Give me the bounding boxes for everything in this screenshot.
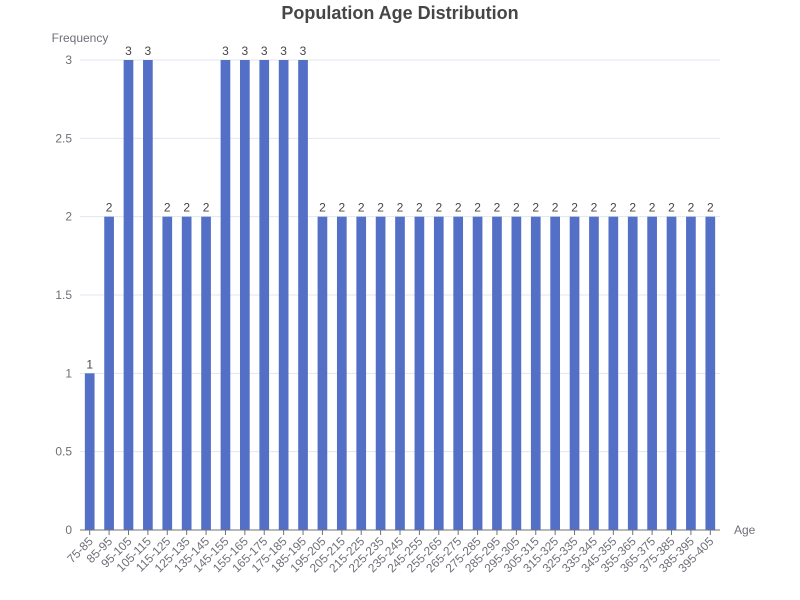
bar [143, 60, 153, 530]
data-label: 2 [610, 201, 617, 215]
data-label: 3 [300, 44, 307, 58]
bar [686, 216, 696, 530]
bar [336, 216, 347, 530]
bar [162, 216, 173, 530]
data-label: 3 [280, 44, 287, 58]
data-label: 2 [397, 201, 404, 215]
x-axis-label: Age [734, 523, 756, 537]
data-label: 2 [106, 201, 113, 215]
bar [492, 216, 502, 530]
bar [705, 216, 716, 530]
bars [84, 60, 716, 530]
y-tick-label: 1 [65, 366, 72, 380]
data-label: 2 [688, 201, 695, 215]
data-label: 2 [629, 201, 636, 215]
y-tick-label: 3 [65, 53, 72, 67]
data-label: 2 [571, 201, 578, 215]
bar [181, 216, 192, 530]
data-label: 2 [416, 201, 423, 215]
bar [84, 373, 95, 530]
data-label: 2 [552, 201, 559, 215]
y-axis-label: Frequency [52, 31, 109, 45]
bar [240, 60, 250, 530]
data-label: 2 [513, 201, 520, 215]
bar [278, 60, 289, 530]
data-label: 2 [494, 201, 501, 215]
data-label: 2 [668, 201, 675, 215]
bar [259, 60, 270, 530]
y-tick-label: 0.5 [55, 445, 72, 459]
bar [569, 216, 580, 530]
bar [356, 216, 367, 530]
data-label: 2 [435, 201, 442, 215]
data-labels: 123 32 2 23 3 3 3 32 2 2 2 2 2 2 2 2 2 2 2 2 2 2 2 2 2 2 2 2 [86, 44, 714, 371]
bar [317, 216, 328, 530]
y-tick-label: 0 [65, 523, 72, 537]
bar [647, 216, 657, 530]
bar [123, 60, 134, 530]
y-tick-label: 2.5 [55, 131, 72, 145]
bar [608, 216, 619, 530]
data-label: 2 [203, 201, 210, 215]
data-label: 2 [338, 201, 345, 215]
data-label: 3 [261, 44, 268, 58]
bar [453, 216, 464, 530]
bar [201, 216, 211, 530]
data-label: 2 [164, 201, 171, 215]
data-label: 2 [591, 201, 598, 215]
data-label: 3 [242, 44, 249, 58]
data-label: 2 [649, 201, 656, 215]
bar [414, 216, 425, 530]
data-label: 2 [707, 201, 714, 215]
bar [395, 216, 405, 530]
data-label: 2 [377, 201, 384, 215]
data-label: 1 [86, 357, 93, 371]
data-label: 2 [183, 201, 190, 215]
bar [530, 216, 541, 530]
data-label: 2 [532, 201, 539, 215]
data-label: 2 [319, 201, 326, 215]
bar [666, 216, 677, 530]
x-axis-ticks: 75-8585-9595-105105-115115-125125-135135… [64, 530, 717, 575]
y-axis-ticks: 0 0.5 1 1.5 2 2.5 3 [55, 53, 72, 537]
bar [433, 216, 444, 530]
chart-title: Population Age Distribution [281, 3, 518, 23]
data-label: 3 [125, 44, 132, 58]
bar [298, 60, 308, 530]
bar [627, 216, 638, 530]
data-label: 2 [358, 201, 365, 215]
y-tick-label: 1.5 [55, 288, 72, 302]
bar [104, 216, 114, 530]
data-label: 3 [145, 44, 152, 58]
y-tick-label: 2 [65, 210, 72, 224]
bar [220, 60, 231, 530]
bar [375, 216, 386, 530]
bar [511, 216, 522, 530]
data-label: 2 [455, 201, 462, 215]
bar [589, 216, 599, 530]
bar [550, 216, 560, 530]
data-label: 2 [474, 201, 481, 215]
data-label: 3 [222, 44, 229, 58]
bar [472, 216, 483, 530]
